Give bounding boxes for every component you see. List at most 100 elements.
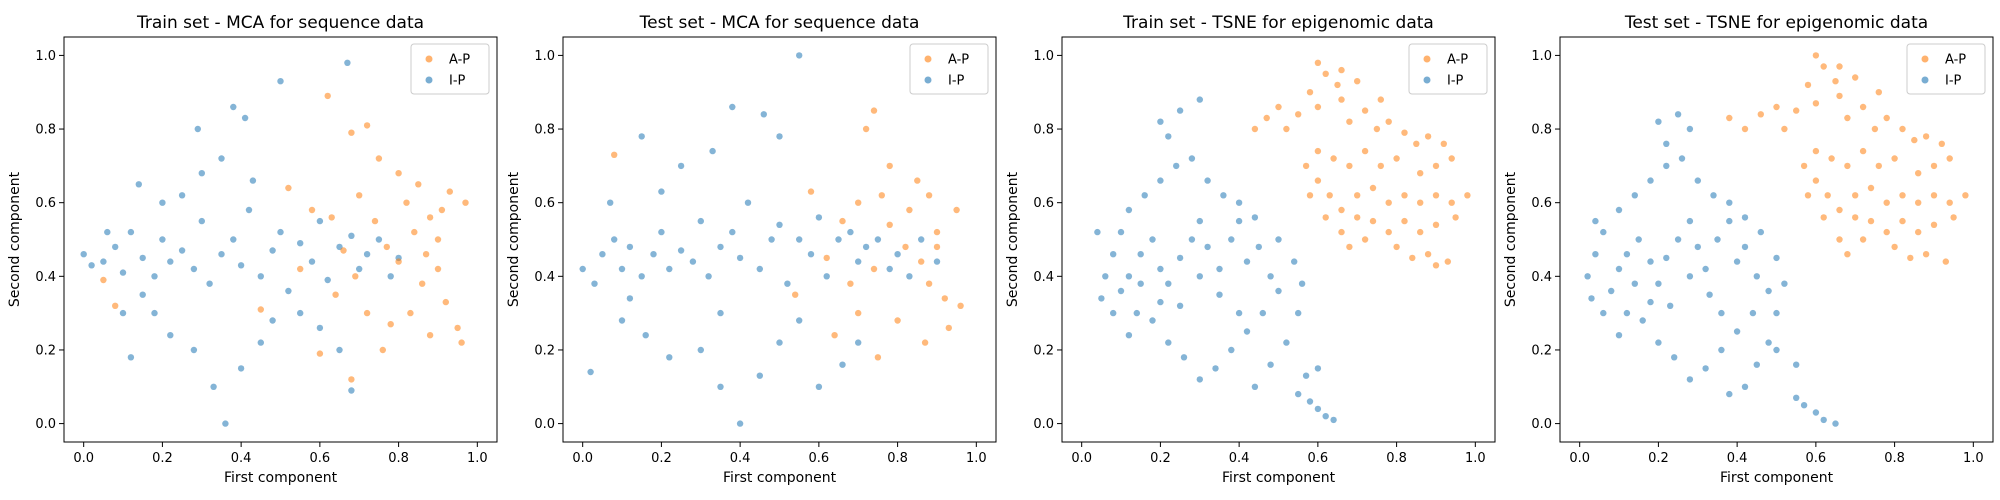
- data-point: [1165, 133, 1172, 140]
- data-point: [1946, 155, 1953, 162]
- data-point: [1635, 236, 1642, 243]
- data-point: [1338, 228, 1345, 236]
- data-point: [709, 147, 716, 155]
- data-point: [1354, 78, 1361, 85]
- data-point: [419, 280, 426, 287]
- data-point: [1753, 273, 1761, 280]
- data-point: [847, 228, 854, 236]
- data-point: [324, 92, 331, 100]
- x-tick-label: 0.4: [1229, 451, 1250, 466]
- data-point: [462, 199, 469, 206]
- y-axis-label: Second component: [506, 171, 522, 307]
- data-point: [1267, 361, 1274, 368]
- chart-3: Test set - TSNE for epigenomic data 0.0 0.…: [1503, 13, 1994, 486]
- data-point: [1647, 258, 1654, 265]
- y-tick-label: 0.6: [1531, 196, 1552, 211]
- legend-marker: [1423, 76, 1431, 84]
- data-point: [1165, 280, 1172, 287]
- x-tick-label: 0.8: [887, 451, 908, 466]
- x-tick-label: 0.0: [1569, 451, 1590, 466]
- data-point: [159, 236, 166, 243]
- data-point: [862, 243, 870, 251]
- legend-marker: [1921, 55, 1929, 63]
- data-point: [1793, 394, 1800, 401]
- data-point: [151, 273, 158, 280]
- data-point: [1852, 192, 1859, 199]
- data-point: [1891, 155, 1898, 162]
- legend-marker: [924, 76, 932, 84]
- data-point: [230, 236, 237, 243]
- data-point: [1962, 192, 1969, 199]
- data-point: [1733, 258, 1741, 265]
- data-point: [579, 265, 586, 273]
- data-point: [348, 387, 355, 394]
- data-point: [1302, 372, 1310, 379]
- data-point: [933, 228, 941, 236]
- data-point: [666, 354, 673, 361]
- data-point: [328, 214, 335, 221]
- data-point: [1098, 295, 1105, 302]
- data-point: [1922, 251, 1930, 258]
- y-tick-label: 0.8: [35, 123, 56, 138]
- y-tick-label: 0.4: [1531, 270, 1552, 285]
- data-point: [190, 346, 198, 354]
- data-point: [1726, 217, 1733, 225]
- data-point: [1283, 125, 1290, 133]
- data-point: [886, 221, 893, 228]
- axes-frame: [562, 36, 997, 443]
- data-point: [1306, 398, 1314, 405]
- y-tick-label: 0.0: [534, 417, 555, 432]
- data-point: [348, 129, 355, 136]
- data-point: [1306, 89, 1314, 96]
- y-tick-label: 1.0: [35, 49, 56, 64]
- y-tick-label: 0.0: [1531, 417, 1552, 432]
- data-point: [1314, 147, 1322, 155]
- data-point: [1306, 192, 1314, 199]
- data-point: [1663, 162, 1670, 170]
- data-point: [1235, 199, 1243, 206]
- data-point: [297, 240, 304, 247]
- data-point: [1824, 192, 1831, 199]
- data-point: [1773, 346, 1780, 354]
- data-point: [729, 228, 736, 236]
- data-point: [316, 217, 324, 225]
- data-point: [1361, 147, 1369, 155]
- data-point: [1631, 192, 1639, 199]
- data-point: [1883, 228, 1890, 236]
- data-point: [953, 206, 960, 214]
- y-tick-label: 0.8: [1531, 123, 1552, 138]
- data-point: [815, 214, 823, 221]
- data-point: [434, 265, 442, 273]
- data-point: [1235, 217, 1243, 225]
- data-point: [249, 177, 257, 184]
- data-point: [1852, 74, 1859, 81]
- data-point: [1417, 199, 1424, 206]
- data-point: [1674, 236, 1682, 243]
- chart-1: Test set - MCA for sequence data 0.0 0.2 0.…: [506, 13, 997, 486]
- data-point: [1812, 177, 1820, 184]
- data-point: [127, 228, 135, 236]
- series-A-P: [1251, 59, 1471, 269]
- data-point: [618, 265, 626, 273]
- data-point: [1915, 199, 1922, 206]
- data-point: [658, 188, 665, 195]
- data-point: [1615, 332, 1623, 339]
- data-point: [870, 107, 878, 114]
- y-tick-label: 0.6: [534, 196, 555, 211]
- data-point: [1686, 376, 1694, 383]
- data-point: [1157, 118, 1164, 125]
- x-tick-label: 1.0: [1465, 451, 1486, 466]
- data-point: [1216, 291, 1223, 298]
- data-point: [308, 258, 316, 265]
- data-point: [677, 162, 685, 170]
- data-point: [626, 295, 634, 302]
- y-tick-label: 0.4: [1033, 270, 1054, 285]
- data-point: [1647, 177, 1654, 184]
- data-point: [689, 258, 697, 265]
- data-point: [839, 361, 846, 368]
- data-point: [1369, 184, 1377, 192]
- data-point: [324, 276, 331, 284]
- data-point: [886, 162, 893, 170]
- x-tick-label: 0.4: [231, 451, 252, 466]
- data-point: [297, 265, 304, 273]
